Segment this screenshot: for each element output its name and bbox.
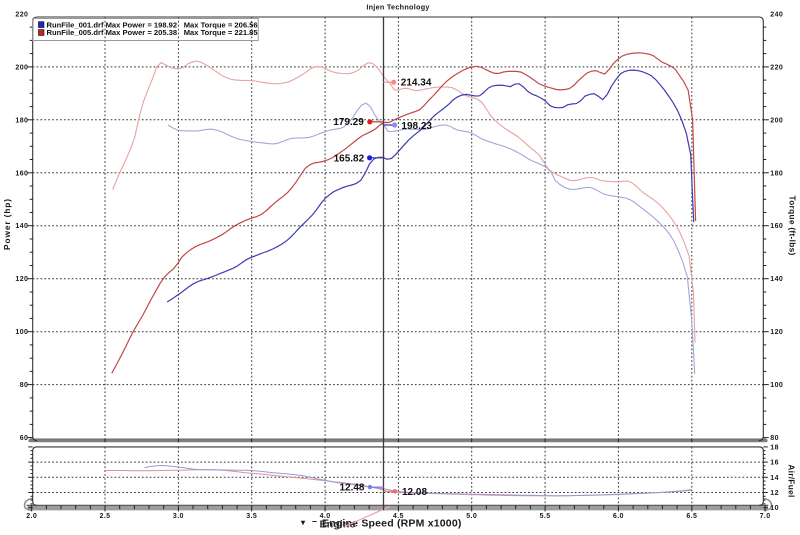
svg-text:RunFile_005.drf Max Power = 20: RunFile_005.drf Max Power = 205.38 xyxy=(47,28,178,37)
svg-text:Torque (ft-lbs): Torque (ft-lbs) xyxy=(788,195,798,255)
svg-text:179.29: 179.29 xyxy=(333,117,364,128)
svg-text:Power (hp): Power (hp) xyxy=(2,198,12,250)
svg-text:10: 10 xyxy=(770,505,779,512)
svg-text:12.08: 12.08 xyxy=(402,487,427,498)
svg-text:180: 180 xyxy=(15,117,28,124)
svg-text:120: 120 xyxy=(770,329,783,336)
svg-text:18: 18 xyxy=(770,444,779,451)
svg-text:RunFile_001.drf Max Power = 19: RunFile_001.drf Max Power = 198.92 xyxy=(47,20,178,29)
svg-text:160: 160 xyxy=(15,170,28,177)
svg-text:3.5: 3.5 xyxy=(246,513,257,520)
svg-text:214.34: 214.34 xyxy=(401,78,432,89)
svg-text:6.5: 6.5 xyxy=(686,513,697,520)
svg-text:Max Torque = 221.85: Max Torque = 221.85 xyxy=(184,28,259,37)
svg-text:14: 14 xyxy=(770,475,779,482)
svg-text:5.0: 5.0 xyxy=(466,513,477,520)
svg-text:200: 200 xyxy=(770,117,783,124)
svg-text:140: 140 xyxy=(15,223,28,230)
svg-text:12.48: 12.48 xyxy=(339,483,364,494)
svg-text:100: 100 xyxy=(770,382,783,389)
svg-text:Max Torque = 206.56: Max Torque = 206.56 xyxy=(184,20,258,29)
svg-text:6.0: 6.0 xyxy=(613,513,624,520)
svg-text:–: – xyxy=(312,516,317,526)
svg-text:220: 220 xyxy=(15,11,28,18)
svg-text:Engine Speed (RPM x1000): Engine Speed (RPM x1000) xyxy=(322,517,462,529)
svg-text:180: 180 xyxy=(770,170,783,177)
svg-text:Injen Technology: Injen Technology xyxy=(366,2,429,11)
svg-text:3.0: 3.0 xyxy=(173,513,184,520)
svg-text:Air/Fuel: Air/Fuel xyxy=(787,464,797,497)
svg-text:7.0: 7.0 xyxy=(760,513,771,520)
svg-text:200: 200 xyxy=(15,64,28,71)
svg-text:12: 12 xyxy=(770,490,779,497)
svg-text:220: 220 xyxy=(770,64,783,71)
svg-text:120: 120 xyxy=(15,276,28,283)
svg-text:198.23: 198.23 xyxy=(401,121,432,132)
svg-text:160: 160 xyxy=(770,223,783,230)
svg-text:80: 80 xyxy=(20,382,29,389)
svg-text:240: 240 xyxy=(770,11,783,18)
svg-text:Engine: Engine xyxy=(320,519,356,531)
svg-text:4.0: 4.0 xyxy=(320,513,331,520)
svg-text:140: 140 xyxy=(770,276,783,283)
svg-text:2.0: 2.0 xyxy=(26,513,37,520)
svg-text:2.5: 2.5 xyxy=(100,513,111,520)
svg-text:80: 80 xyxy=(770,435,779,442)
svg-text:▾: ▾ xyxy=(300,518,306,527)
svg-text:165.82: 165.82 xyxy=(334,153,365,164)
svg-text:4.5: 4.5 xyxy=(393,513,404,520)
svg-text:100: 100 xyxy=(15,329,28,336)
svg-text:16: 16 xyxy=(770,460,779,467)
svg-text:5.5: 5.5 xyxy=(540,513,551,520)
svg-text:60: 60 xyxy=(20,435,29,442)
